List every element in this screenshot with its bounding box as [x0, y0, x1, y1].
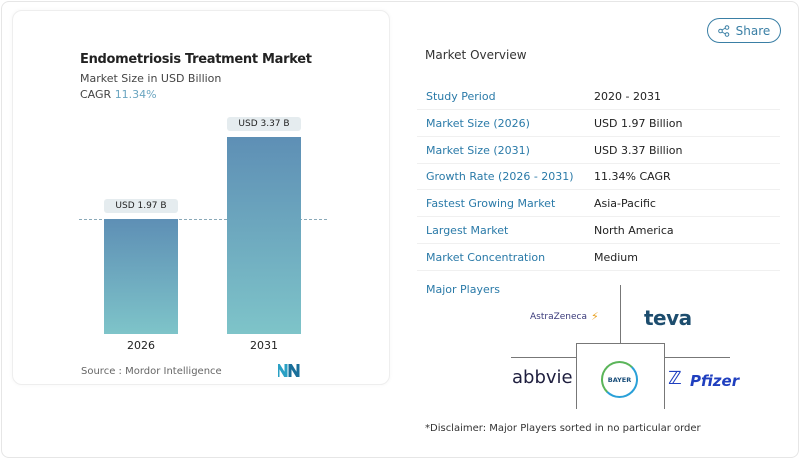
share-label: Share	[735, 23, 771, 38]
mordor-logo-icon	[278, 364, 300, 377]
chart-title: Endometriosis Treatment Market	[80, 52, 312, 67]
overview-row: Largest Market North America	[417, 218, 780, 244]
divider	[511, 357, 576, 358]
cagr-label: CAGR	[80, 88, 112, 101]
share-button[interactable]: Share	[707, 18, 781, 43]
cagr-value: 11.34%	[114, 88, 157, 101]
data-label: USD 1.97 B	[104, 198, 178, 213]
chart-subtitle: Market Size in USD Billion	[80, 72, 222, 85]
row-value: Medium	[594, 250, 638, 264]
reference-line	[79, 218, 327, 220]
data-label: USD 3.37 B	[227, 117, 301, 131]
logo-abbvie: abbvie	[512, 367, 573, 388]
row-value: USD 3.37 Billion	[594, 143, 683, 157]
row-label: Fastest Growing Market	[426, 197, 556, 211]
disclaimer: *Disclaimer: Major Players sorted in no …	[425, 423, 701, 434]
bar-2031	[227, 137, 301, 334]
row-value: North America	[594, 224, 674, 237]
share-icon	[717, 24, 729, 37]
chart-card	[12, 10, 390, 385]
row-value: 2020 - 2031	[594, 90, 661, 103]
overview-title: Market Overview	[425, 48, 527, 62]
source: Source : Mordor Intelligence	[81, 366, 222, 377]
logo-pfizer: Pfizer	[690, 372, 740, 390]
x-tick-label: 2031	[250, 339, 278, 352]
logo-bayer: BAYER	[601, 361, 638, 398]
row-label: Market Size (2026)	[426, 116, 530, 130]
astrazeneca-symbol-icon: ⚡	[591, 310, 599, 323]
overview-row: Growth Rate (2026 - 2031) 11.34% CAGR	[417, 164, 780, 191]
x-tick-label: 2026	[127, 339, 155, 352]
overview-row: Fastest Growing Market Asia-Pacific	[417, 191, 780, 218]
row-label: Market Size (2031)	[426, 143, 530, 157]
row-label: Largest Market	[426, 224, 509, 237]
row-label: Growth Rate (2026 - 2031)	[426, 170, 574, 184]
major-players-title: Major Players	[426, 283, 500, 296]
logo-astrazeneca: AstraZeneca	[530, 312, 587, 322]
overview-row: Market Size (2031) USD 3.37 Billion	[417, 138, 780, 164]
overview-row: Market Size (2026) USD 1.97 Billion	[417, 111, 780, 137]
row-value: USD 1.97 Billion	[594, 116, 683, 130]
pfizer-symbol-icon: ℤ	[668, 368, 682, 389]
overview-row: Study Period 2020 - 2031	[417, 84, 780, 110]
row-value: 11.34% CAGR	[594, 170, 671, 184]
row-value: Asia-Pacific	[594, 197, 656, 211]
bar-2026	[104, 218, 178, 334]
logo-teva: teva	[644, 306, 692, 330]
row-label: Market Concentration	[426, 250, 546, 264]
cagr: CAGR 11.34%	[80, 88, 157, 101]
row-label: Study Period	[426, 90, 496, 103]
center-box	[576, 343, 665, 409]
overview-row: Market Concentration Medium	[417, 245, 780, 271]
divider	[664, 357, 730, 358]
divider	[620, 285, 621, 343]
